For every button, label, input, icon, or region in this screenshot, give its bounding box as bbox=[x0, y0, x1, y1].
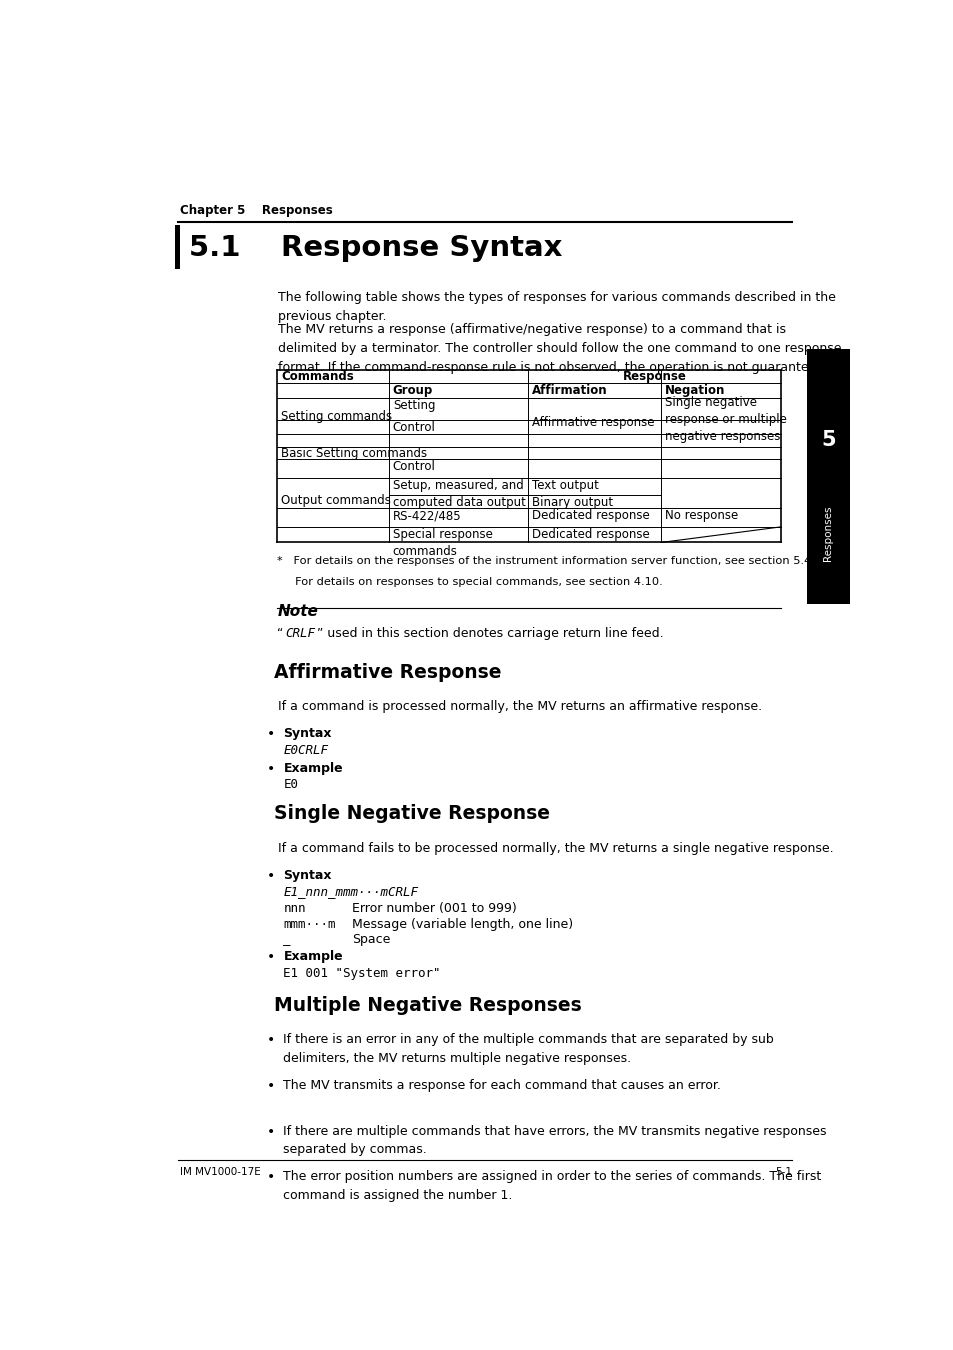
Text: 5-1: 5-1 bbox=[774, 1168, 791, 1177]
Text: Group: Group bbox=[393, 385, 433, 397]
Text: E1 001 "System error": E1 001 "System error" bbox=[283, 967, 440, 980]
Text: For details on responses to special commands, see section 4.10.: For details on responses to special comm… bbox=[277, 576, 662, 587]
Text: Error number (001 to 999): Error number (001 to 999) bbox=[352, 902, 517, 915]
Text: •: • bbox=[267, 1125, 275, 1138]
Text: Example: Example bbox=[283, 950, 343, 963]
Text: If a command is processed normally, the MV returns an affirmative response.: If a command is processed normally, the … bbox=[278, 701, 761, 713]
Text: Single negative
response or multiple
negative responses: Single negative response or multiple neg… bbox=[664, 396, 786, 443]
Text: If there is an error in any of the multiple commands that are separated by sub
d: If there is an error in any of the multi… bbox=[283, 1033, 773, 1065]
Text: Basic Setting commands: Basic Setting commands bbox=[281, 447, 427, 459]
Text: •: • bbox=[267, 761, 275, 776]
Text: Affirmative response: Affirmative response bbox=[531, 416, 654, 429]
Text: Control: Control bbox=[393, 460, 436, 474]
Text: The MV returns a response (affirmative/negative response) to a command that is
d: The MV returns a response (affirmative/n… bbox=[278, 323, 841, 374]
Text: Multiple Negative Responses: Multiple Negative Responses bbox=[274, 996, 581, 1015]
Text: If a command fails to be processed normally, the MV returns a single negative re: If a command fails to be processed norma… bbox=[278, 842, 833, 855]
Text: Responses: Responses bbox=[822, 506, 832, 562]
Text: E0: E0 bbox=[283, 779, 298, 791]
Text: Message (variable length, one line): Message (variable length, one line) bbox=[352, 918, 573, 930]
Text: Special response
commands: Special response commands bbox=[393, 528, 492, 558]
Text: IM MV1000-17E: IM MV1000-17E bbox=[180, 1168, 260, 1177]
Text: RS-422/485: RS-422/485 bbox=[393, 509, 461, 522]
Text: •: • bbox=[267, 1170, 275, 1184]
Text: •: • bbox=[267, 950, 275, 964]
Text: Binary output: Binary output bbox=[531, 495, 612, 509]
Text: E1_nnn_mmm···mCRLF: E1_nnn_mmm···mCRLF bbox=[283, 886, 418, 899]
Text: *   For details on the responses of the instrument information server function, : * For details on the responses of the in… bbox=[277, 556, 815, 566]
Text: Chapter 5    Responses: Chapter 5 Responses bbox=[180, 204, 333, 217]
Text: •: • bbox=[267, 869, 275, 883]
Text: Dedicated response: Dedicated response bbox=[531, 509, 649, 522]
Text: 5.1    Response Syntax: 5.1 Response Syntax bbox=[190, 235, 562, 262]
Text: Output commands: Output commands bbox=[281, 494, 391, 508]
Text: Setup, measured, and
computed data output: Setup, measured, and computed data outpu… bbox=[393, 479, 525, 509]
Text: •: • bbox=[267, 1033, 275, 1048]
Text: Response: Response bbox=[622, 370, 686, 383]
Text: Control: Control bbox=[393, 421, 436, 433]
Text: Syntax: Syntax bbox=[283, 869, 332, 882]
Text: ” used in this section denotes carriage return line feed.: ” used in this section denotes carriage … bbox=[317, 626, 663, 640]
Text: “: “ bbox=[277, 626, 284, 640]
Text: Negation: Negation bbox=[664, 385, 724, 397]
Text: E0CRLF: E0CRLF bbox=[283, 744, 328, 757]
Text: _: _ bbox=[283, 933, 291, 946]
Text: Dedicated response: Dedicated response bbox=[531, 528, 649, 541]
Text: Syntax: Syntax bbox=[283, 728, 332, 741]
Bar bbox=[174, 225, 180, 269]
Text: CRLF: CRLF bbox=[285, 626, 314, 640]
Text: Text output: Text output bbox=[531, 479, 598, 491]
Text: Affirmation: Affirmation bbox=[531, 385, 607, 397]
Text: •: • bbox=[267, 728, 275, 741]
Text: The error position numbers are assigned in order to the series of commands. The : The error position numbers are assigned … bbox=[283, 1170, 821, 1202]
Text: Affirmative Response: Affirmative Response bbox=[274, 663, 500, 682]
Text: 5: 5 bbox=[821, 431, 835, 450]
Text: No response: No response bbox=[664, 509, 738, 522]
Text: The MV transmits a response for each command that causes an error.: The MV transmits a response for each com… bbox=[283, 1079, 720, 1092]
Text: If there are multiple commands that have errors, the MV transmits negative respo: If there are multiple commands that have… bbox=[283, 1125, 826, 1156]
Text: Commands: Commands bbox=[281, 370, 354, 383]
Text: mmm···m: mmm···m bbox=[283, 918, 335, 930]
Text: Space: Space bbox=[352, 933, 390, 946]
Text: Note: Note bbox=[277, 603, 318, 618]
Bar bbox=[806, 350, 849, 603]
Text: Single Negative Response: Single Negative Response bbox=[274, 805, 549, 823]
Text: Setting: Setting bbox=[393, 400, 435, 412]
Text: nnn: nnn bbox=[283, 902, 306, 915]
Text: Example: Example bbox=[283, 761, 343, 775]
Text: The following table shows the types of responses for various commands described : The following table shows the types of r… bbox=[278, 290, 835, 323]
Text: Setting commands: Setting commands bbox=[281, 409, 392, 423]
Text: •: • bbox=[267, 1079, 275, 1094]
